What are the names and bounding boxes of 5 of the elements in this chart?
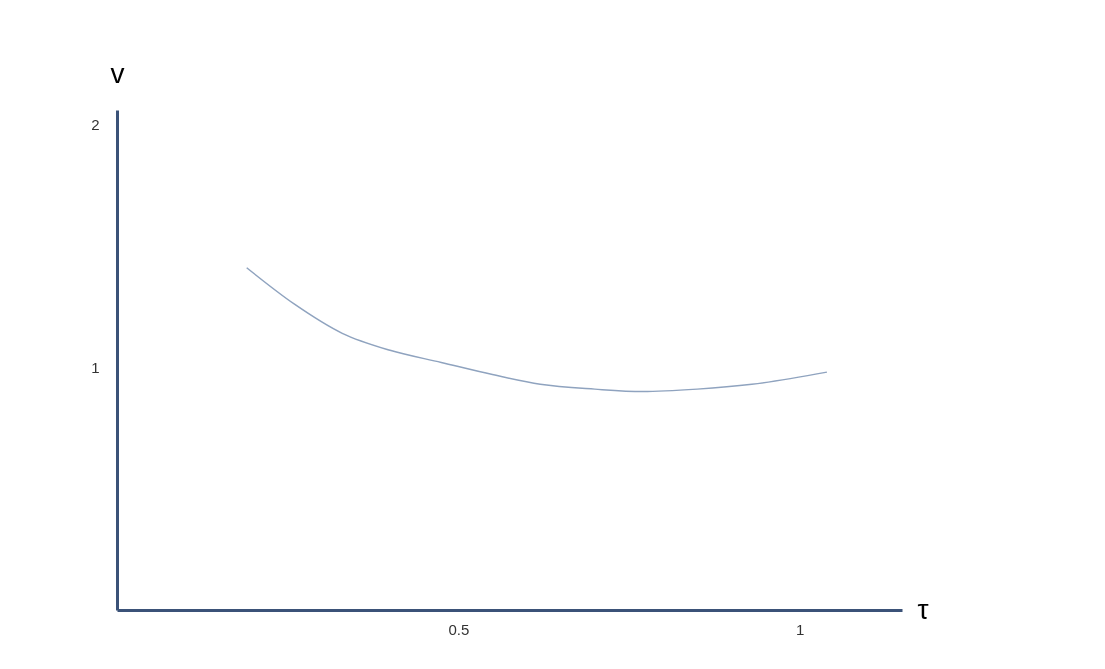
x-axis-title: τ (917, 593, 929, 625)
y-tick-label: 2 (91, 116, 100, 134)
x-tick-label: 0.5 (448, 620, 470, 638)
line-series (245, 267, 828, 393)
y-axis-title: v (110, 57, 125, 89)
